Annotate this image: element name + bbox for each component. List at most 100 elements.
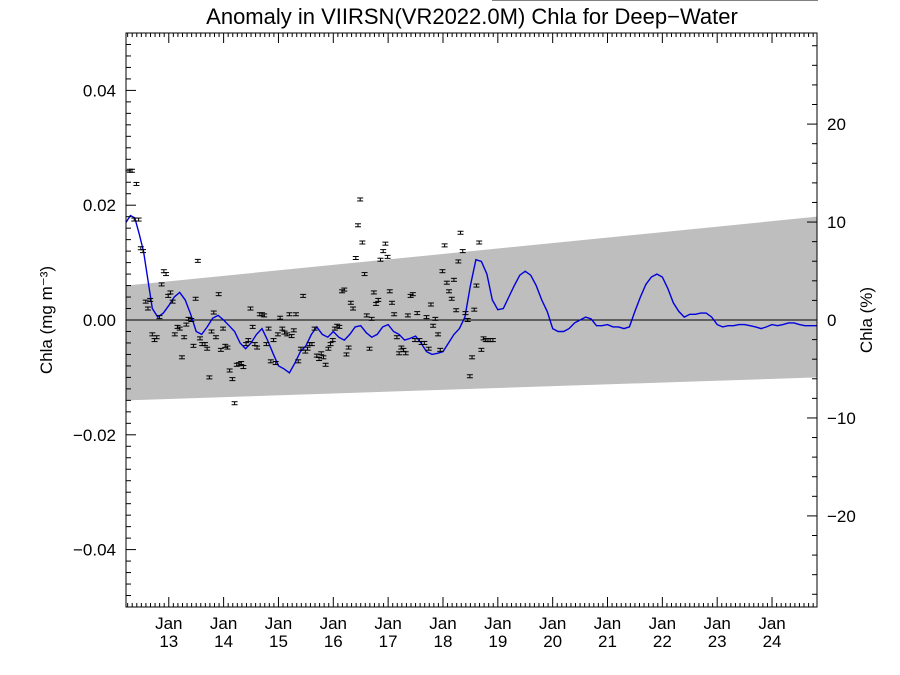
data-point xyxy=(188,318,195,322)
x-tick-label-month: Jan xyxy=(210,614,237,633)
data-point xyxy=(476,240,483,245)
x-tick-label-month: Jan xyxy=(539,614,566,633)
y2-tick-label: 0 xyxy=(827,311,836,330)
data-point xyxy=(215,292,222,297)
data-point xyxy=(176,326,183,331)
data-point xyxy=(240,365,247,370)
data-point xyxy=(147,297,154,302)
data-points xyxy=(126,0,818,406)
data-point xyxy=(361,272,368,277)
data-point xyxy=(439,269,446,274)
x-tick-label-year: 24 xyxy=(763,632,782,651)
data-point xyxy=(391,312,398,317)
data-point xyxy=(277,315,284,320)
data-point xyxy=(249,324,256,329)
smoothed-line xyxy=(125,214,817,374)
y2-axis-label: Chla (%) xyxy=(857,287,876,353)
data-point xyxy=(247,306,254,311)
data-point xyxy=(261,313,268,318)
data-point xyxy=(329,338,336,343)
x-tick-label-year: 14 xyxy=(214,632,233,651)
y-tick-label: −0.02 xyxy=(73,426,116,445)
y2-tick-label: 20 xyxy=(827,115,846,134)
data-point xyxy=(279,326,286,331)
data-point xyxy=(272,361,279,366)
x-tick-label-year: 13 xyxy=(159,632,178,651)
data-point xyxy=(156,315,163,320)
data-point xyxy=(359,240,366,245)
right-y-axis: 20 10 0 −10 −20 xyxy=(807,45,856,595)
data-point xyxy=(231,401,238,406)
data-point xyxy=(325,346,332,351)
data-point xyxy=(158,282,165,287)
data-point xyxy=(135,217,142,222)
data-point xyxy=(181,335,188,340)
x-tick-label-month: Jan xyxy=(594,614,621,633)
data-point xyxy=(322,362,329,367)
x-tick-label-year: 15 xyxy=(269,632,288,651)
data-point xyxy=(171,332,178,337)
y-tick-label: −0.04 xyxy=(73,541,116,560)
data-point xyxy=(368,316,375,321)
smoothed-series xyxy=(125,214,817,374)
data-point xyxy=(388,300,395,305)
y-axis-label: Chla (mg m⁻³) xyxy=(37,266,56,374)
x-tick-label-year: 16 xyxy=(324,632,343,651)
data-point xyxy=(245,338,252,343)
data-point xyxy=(290,328,297,333)
x-tick-label-year: 21 xyxy=(598,632,617,651)
data-point xyxy=(194,258,201,263)
left-y-axis: 0.04 0.02 0.00 −0.02 −0.04 xyxy=(73,32,136,608)
y-tick-label: 0.04 xyxy=(83,81,116,100)
data-point xyxy=(210,310,217,315)
data-point xyxy=(437,347,444,352)
data-point xyxy=(435,332,442,337)
data-point xyxy=(466,374,473,379)
chart-title: Anomaly in VIIRSN(VR2022.0M) Chla for De… xyxy=(206,4,738,29)
x-tick-label-month: Jan xyxy=(484,614,511,633)
data-point xyxy=(304,346,311,351)
data-point xyxy=(354,223,361,228)
data-point xyxy=(226,368,233,373)
x-tick-label-year: 17 xyxy=(379,632,398,651)
data-point xyxy=(382,241,389,246)
data-point xyxy=(352,256,359,261)
data-point xyxy=(288,334,295,339)
data-point xyxy=(473,283,480,288)
data-point xyxy=(238,361,245,366)
data-point xyxy=(386,289,393,294)
data-point xyxy=(441,243,448,248)
data-point xyxy=(206,375,213,380)
data-point xyxy=(144,306,151,311)
data-point xyxy=(300,293,307,298)
data-point xyxy=(316,357,323,362)
data-point xyxy=(427,302,434,307)
x-tick-label-year: 19 xyxy=(488,632,507,651)
data-point xyxy=(286,312,293,317)
data-point xyxy=(478,347,485,352)
data-point xyxy=(142,299,149,304)
x-tick-label-month: Jan xyxy=(265,614,292,633)
data-point xyxy=(265,326,272,331)
data-point xyxy=(163,272,170,277)
x-tick-label-month: Jan xyxy=(703,614,730,633)
y2-tick-label: 10 xyxy=(827,213,846,232)
data-point xyxy=(343,352,350,357)
data-point xyxy=(345,345,352,350)
data-point xyxy=(370,290,377,295)
data-point xyxy=(169,299,176,304)
x-tick-label-month: Jan xyxy=(320,614,347,633)
data-point xyxy=(453,308,460,313)
data-point xyxy=(432,316,439,321)
data-point xyxy=(192,296,199,301)
data-point xyxy=(404,313,411,318)
data-point xyxy=(201,342,208,347)
x-tick-label-month: Jan xyxy=(758,614,785,633)
data-point xyxy=(311,326,318,331)
x-tick-label-year: 18 xyxy=(434,632,453,651)
x-axis: Jan13Jan14Jan15Jan16Jan17Jan18Jan19Jan20… xyxy=(127,33,814,651)
x-tick-label-month: Jan xyxy=(429,614,456,633)
data-point xyxy=(153,335,160,340)
data-point xyxy=(318,351,325,356)
